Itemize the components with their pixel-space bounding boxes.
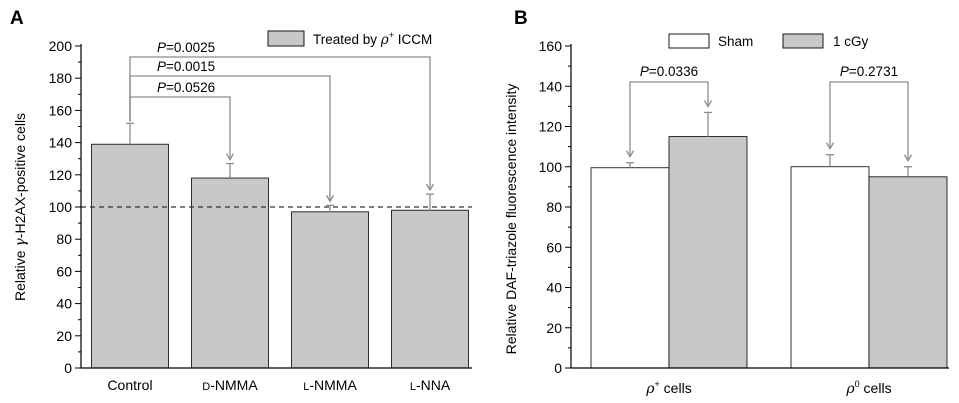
- panel-b-category-label: ρ+ cells: [645, 379, 691, 397]
- panel-b-y-tick-label: 160: [539, 38, 563, 54]
- panel-b-y-tick-label: 80: [546, 199, 562, 215]
- panel-a-y-tick-label: 180: [49, 70, 73, 86]
- panel-a-y-tick-label: 140: [49, 135, 73, 151]
- panel-a-p-value: P=0.0025: [157, 40, 215, 55]
- panel-a-letter: A: [10, 8, 24, 29]
- panel-a-comparison-arrow: [425, 183, 435, 192]
- panel-a-bar: [91, 143, 169, 369]
- panel-b-p-value: P=0.2731: [840, 64, 898, 79]
- panel-a-comparison-arrow: [225, 153, 235, 161]
- panel-a-legend-label: Treated by ρ+ ICCM: [313, 30, 432, 48]
- panel-a-y-tick-label: 80: [56, 231, 72, 247]
- panel-a-y-tick-label: 200: [49, 38, 73, 54]
- panel-b-bar-sham: [590, 167, 670, 369]
- panel-b-y-tick-label: 140: [539, 78, 563, 94]
- panel-b-y-axis-label: Relative DAF-triazole fluorescence inten…: [503, 84, 519, 355]
- panel-a-category-label: L-NNA: [410, 377, 451, 393]
- panel-a-y-tick-label: 0: [64, 360, 72, 376]
- panel-b-legend-label-treated: 1 cGy: [833, 34, 869, 49]
- panel-a-comparison-bracket: [129, 96, 231, 160]
- panel-b-bar-treated: [668, 136, 748, 369]
- panel-b-legend-swatch-sham: [668, 33, 710, 49]
- panel-b-comparison-bracket: [829, 81, 909, 161]
- panel-b-legend-label-sham: Sham: [718, 34, 753, 49]
- panel-a-y-tick-label: 40: [56, 296, 72, 312]
- panel-a-comparison-bracket: [129, 56, 431, 191]
- panel-a: A Relative γ-H2AX-positive cells 0 20 40 60 80…: [10, 8, 472, 393]
- panel-b-comparison-arrow: [825, 142, 835, 150]
- panel-b-y-tick-label: 0: [554, 360, 562, 376]
- panel-b-bar-treated: [868, 176, 948, 369]
- panel-b-comparison-bracket: [629, 81, 709, 157]
- panel-b-y-tick-label: 60: [546, 239, 562, 255]
- panel-a-y-tick-label: 160: [49, 102, 73, 118]
- panel-b-category-label: ρ0 cells: [845, 379, 891, 397]
- panel-a-y-tick-label: 120: [49, 167, 73, 183]
- panel-a-legend-swatch: [267, 30, 305, 47]
- panel-b-y-tick-label: 20: [546, 320, 562, 336]
- panel-b: B Relative DAF-triazole fluorescence inte…: [503, 8, 949, 397]
- panel-a-y-axis-label: Relative γ-H2AX-positive cells: [12, 113, 29, 301]
- panel-a-category-label: L-NMMA: [303, 377, 357, 393]
- panel-a-legend: Treated by ρ+ ICCM: [267, 30, 432, 48]
- panel-b-y-tick-label: 100: [539, 159, 563, 175]
- panel-b-bar-sham: [790, 166, 870, 369]
- panel-a-p-value: P=0.0526: [157, 80, 215, 95]
- panel-b-y-tick-label: 120: [539, 119, 563, 135]
- panel-b-comparison-arrow: [903, 154, 913, 163]
- panel-a-y-tick-label: 100: [49, 199, 73, 215]
- panel-b-p-value: P=0.0336: [640, 64, 698, 79]
- panel-b-legend: Sham 1 cGy: [668, 33, 869, 49]
- panel-b-legend-swatch-treated: [782, 33, 824, 49]
- panel-b-comparison-arrow: [625, 150, 635, 159]
- panel-a-bar: [291, 211, 369, 369]
- panel-a-bar: [391, 209, 469, 369]
- panel-a-category-label: D-NMMA: [202, 377, 258, 393]
- panel-b-letter: B: [514, 8, 528, 29]
- panel-a-comparison-arrow: [325, 195, 335, 203]
- panel-a-category-label: Control: [107, 377, 152, 393]
- panel-a-y-tick-label: 20: [56, 328, 72, 344]
- panel-a-y-tick-label: 60: [56, 263, 72, 279]
- panel-a-bar: [191, 177, 269, 369]
- panel-b-y-tick-label: 40: [546, 280, 562, 296]
- panel-b-comparison-arrow: [703, 100, 713, 108]
- panel-a-p-value: P=0.0015: [157, 59, 215, 74]
